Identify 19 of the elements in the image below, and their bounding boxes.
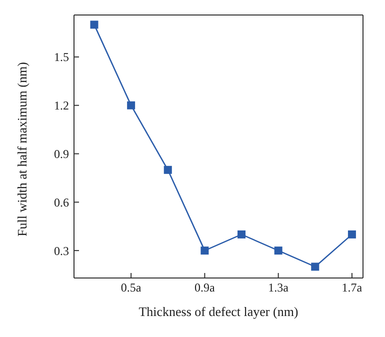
y-axis-title: Full width at half maximum (nm) (14, 62, 30, 236)
y-tick-label: 1.5 (54, 50, 69, 64)
y-tick-label: 0.9 (54, 147, 69, 162)
point (348, 230, 356, 238)
y-tick-label: 0.3 (54, 244, 69, 258)
x-tick-label: 0.9a (194, 280, 216, 295)
point (238, 230, 246, 238)
point (311, 262, 320, 271)
point (127, 101, 136, 110)
point (274, 246, 282, 255)
y-tick-label: 1.2 (54, 98, 69, 113)
y-tick-label: 0.6 (54, 195, 69, 210)
x-axis-title: Thickness of defect layer (nm) (138, 304, 298, 319)
x-tick-label: 0.5a (120, 280, 142, 295)
point (164, 166, 172, 174)
point (200, 246, 209, 255)
x-tick-label: 1.7a (342, 280, 363, 295)
x-tick-label: 1.3a (268, 280, 290, 295)
point (90, 20, 98, 29)
